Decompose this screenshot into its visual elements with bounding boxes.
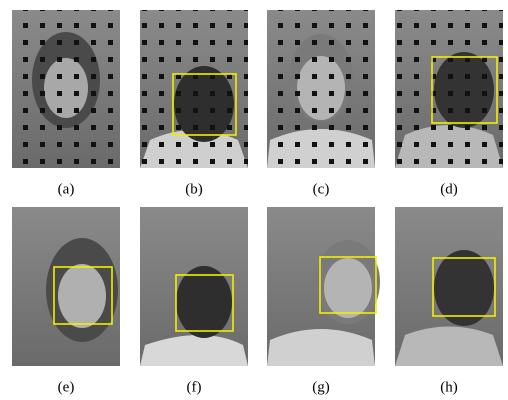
image-d [395, 10, 503, 168]
caption: (g) [312, 379, 330, 395]
image-a [12, 10, 120, 168]
caption: (b) [185, 181, 203, 197]
caption: (f) [187, 379, 202, 395]
caption: (c) [313, 181, 330, 197]
caption: (e) [58, 379, 75, 395]
image-c [267, 10, 375, 168]
image-h [395, 207, 503, 366]
figure: (a) (b) (c) (d) (e) (f) (g) (h) [0, 0, 508, 400]
caption: (d) [440, 181, 458, 197]
caption: (h) [440, 379, 458, 395]
image-b [140, 10, 248, 168]
image-g [267, 207, 380, 366]
caption: (a) [58, 181, 75, 197]
image-e [12, 207, 120, 366]
image-f [140, 207, 248, 366]
